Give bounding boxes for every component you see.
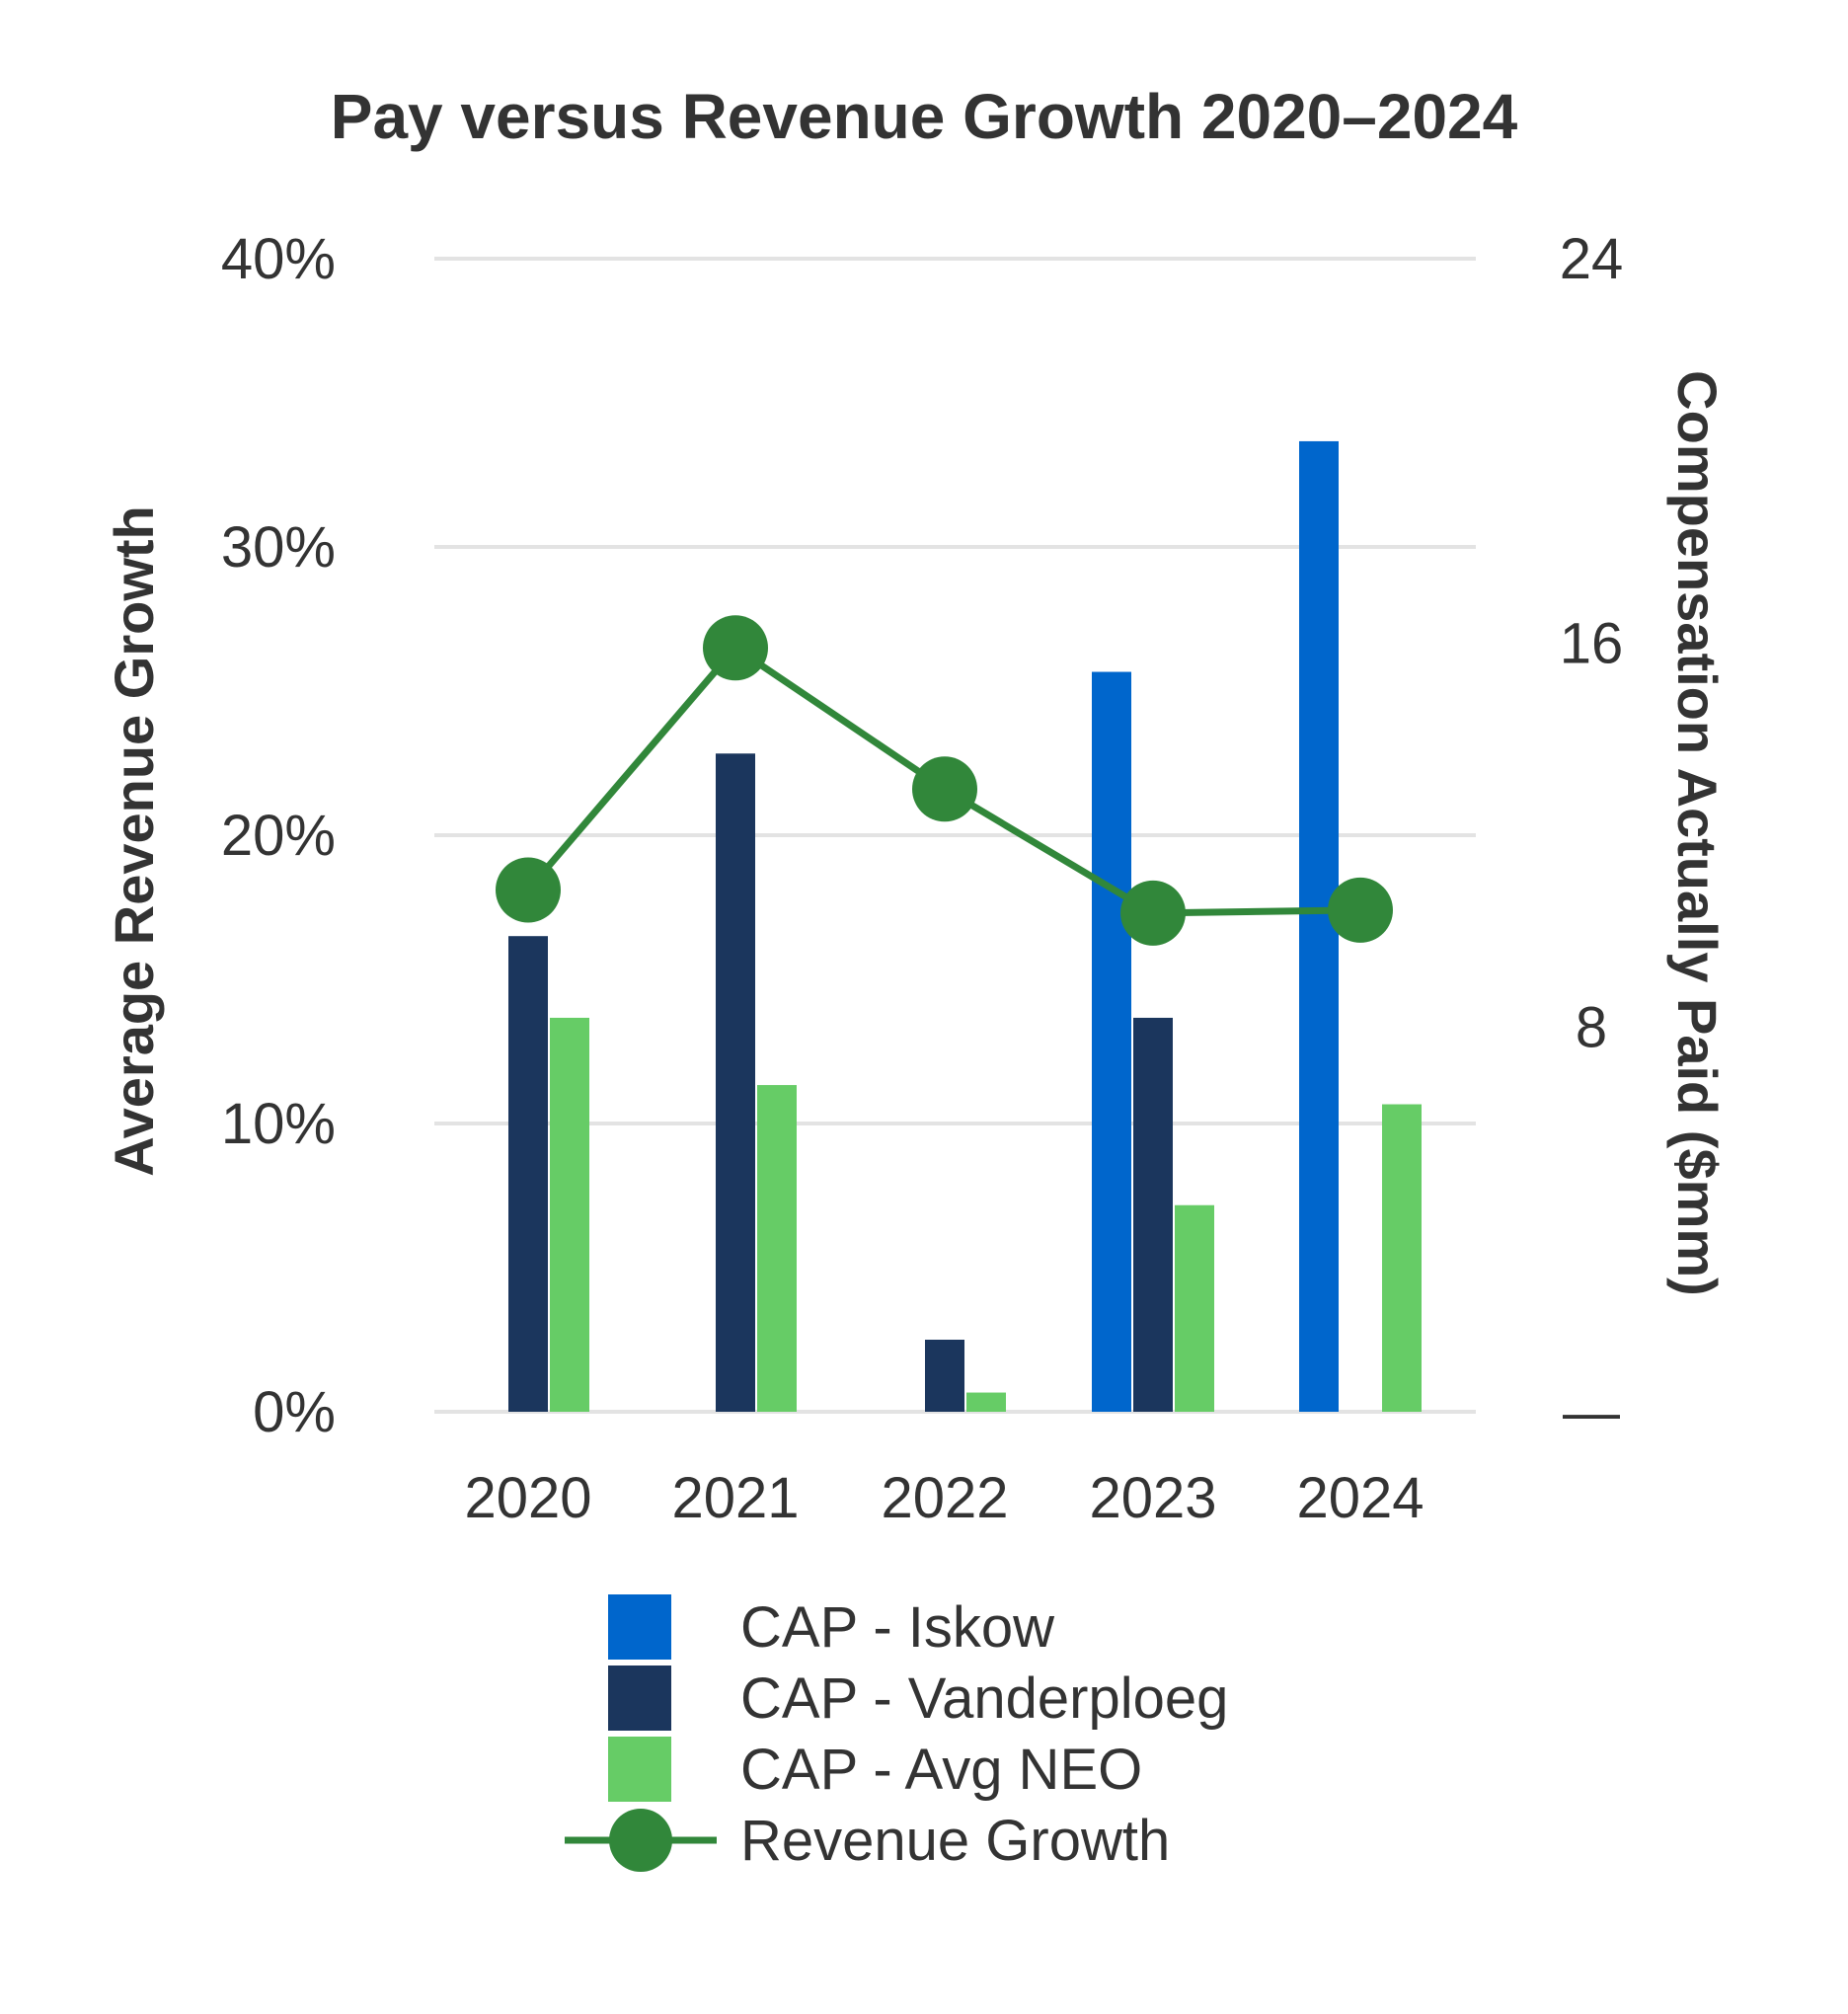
bar-cap-iskow-2023 bbox=[1092, 671, 1131, 1412]
legend-label: CAP - Iskow bbox=[740, 1595, 1055, 1660]
bar-cap-vanderploeg-2021 bbox=[716, 753, 755, 1412]
right-tick-label: 16 bbox=[1560, 611, 1624, 675]
revenue-growth-point-2021 bbox=[703, 615, 768, 681]
revenue-growth-point-2023 bbox=[1120, 880, 1186, 946]
legend-swatch-cap-iskow bbox=[608, 1594, 671, 1660]
bar-cap-vanderploeg-2022 bbox=[925, 1340, 964, 1412]
revenue-growth-point-2020 bbox=[496, 857, 561, 923]
x-tick-label-2023: 2023 bbox=[1089, 1466, 1216, 1530]
right-axis-ticks: — 8 16 24 bbox=[1560, 227, 1624, 1444]
left-tick-label: 30% bbox=[221, 515, 336, 580]
left-axis-ticks: 0% 10% 20% 30% 40% bbox=[221, 227, 336, 1444]
legend-label: CAP - Vanderploeg bbox=[740, 1666, 1228, 1731]
bar-cap-avg-neo-2024 bbox=[1382, 1104, 1422, 1412]
right-tick-label: 24 bbox=[1560, 227, 1624, 291]
revenue-growth-point-2024 bbox=[1328, 877, 1393, 943]
bar-cap-avg-neo-2023 bbox=[1175, 1204, 1214, 1412]
x-tick-label-2021: 2021 bbox=[671, 1466, 799, 1530]
bar-cap-iskow-2024 bbox=[1299, 440, 1339, 1412]
legend-label: CAP - Avg NEO bbox=[740, 1738, 1142, 1802]
bars bbox=[508, 440, 1422, 1412]
left-tick-label: 40% bbox=[221, 227, 336, 291]
revenue-growth-line bbox=[496, 615, 1393, 946]
x-tick-label-2020: 2020 bbox=[464, 1466, 591, 1530]
right-axis-title: Compensation Actually Paid ($mm) bbox=[1666, 370, 1729, 1296]
x-tick-label-2022: 2022 bbox=[881, 1466, 1008, 1530]
right-tick-label: 8 bbox=[1576, 996, 1607, 1060]
bar-cap-avg-neo-2021 bbox=[757, 1085, 797, 1412]
left-tick-label: 20% bbox=[221, 804, 336, 868]
left-tick-label: 10% bbox=[221, 1092, 336, 1156]
left-axis-title: Average Revenue Growth bbox=[103, 505, 165, 1176]
bar-cap-vanderploeg-2023 bbox=[1133, 1017, 1173, 1412]
x-tick-label-2024: 2024 bbox=[1296, 1466, 1424, 1530]
legend-marker-revenue-growth bbox=[609, 1809, 672, 1872]
bar-cap-avg-neo-2022 bbox=[966, 1392, 1006, 1412]
bar-cap-avg-neo-2020 bbox=[550, 1017, 589, 1412]
x-axis-ticks: 2020 2021 2022 2023 2024 bbox=[464, 1466, 1424, 1530]
revenue-growth-point-2022 bbox=[912, 756, 977, 822]
legend-swatch-cap-avg-neo bbox=[608, 1737, 671, 1802]
legend-label: Revenue Growth bbox=[740, 1809, 1170, 1873]
legend-swatch-cap-vanderploeg bbox=[608, 1665, 671, 1731]
right-tick-label: — bbox=[1563, 1380, 1620, 1444]
bar-cap-vanderploeg-2020 bbox=[508, 936, 548, 1412]
chart-title: Pay versus Revenue Growth 2020–2024 bbox=[331, 81, 1518, 152]
left-tick-label: 0% bbox=[253, 1380, 336, 1444]
